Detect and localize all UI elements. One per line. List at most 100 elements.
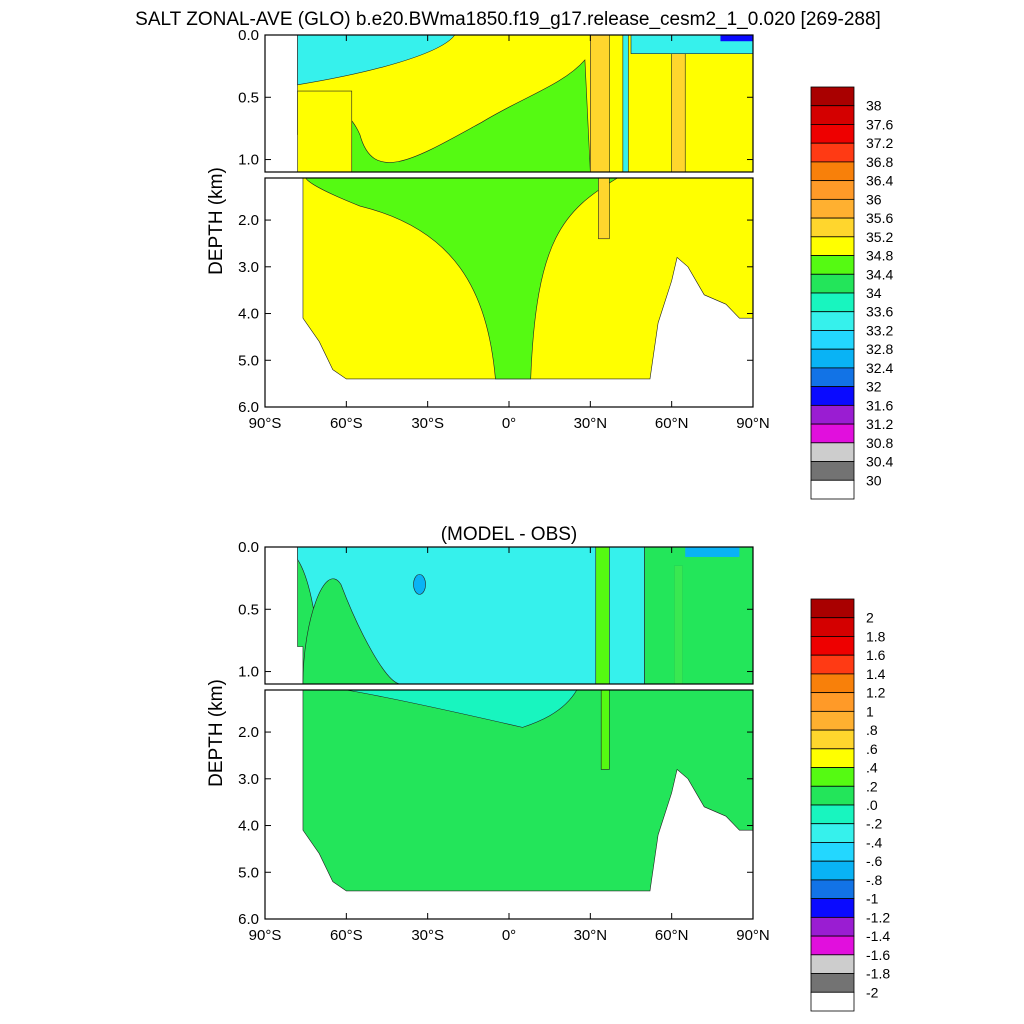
panel-title: (MODEL - OBS) [441, 524, 578, 545]
colorbar-label: -1.2 [866, 909, 890, 925]
colorbar-swatch [810, 124, 855, 144]
colorbar-label: -1.8 [866, 966, 890, 982]
colorbar-swatch [810, 879, 855, 900]
colorbar-label: 34.4 [866, 266, 893, 282]
colorbar-swatch [810, 217, 855, 238]
colorbar-swatch [810, 842, 855, 862]
colorbar-swatch [810, 236, 855, 256]
colorbar-swatch [810, 180, 855, 200]
colorbar-swatch [810, 692, 855, 712]
x-tick-label: 30°S [411, 415, 444, 432]
y-tick-label: 4.0 [238, 306, 259, 323]
colorbar-label: 30.8 [866, 435, 893, 451]
colorbar-label: 30.4 [866, 454, 893, 470]
colorbar-swatch [810, 617, 855, 637]
y-tick-label: 3.0 [238, 259, 259, 276]
colorbar-swatch [810, 255, 855, 275]
colorbar-label: -.2 [866, 816, 883, 832]
colorbar-swatch [810, 479, 855, 500]
colorbar-swatch [810, 973, 855, 993]
y-axis-label: DEPTH (km) [206, 167, 227, 275]
y-tick-label: 2.0 [238, 724, 259, 741]
colorbar-label: 33.2 [866, 322, 893, 338]
x-tick-label: 90°S [249, 415, 282, 432]
y-axis-label: DEPTH (km) [206, 679, 227, 787]
colorbar-swatch [810, 367, 855, 388]
colorbar-swatch [810, 636, 855, 656]
colorbar-swatch [810, 423, 855, 444]
colorbar-swatch [810, 935, 855, 956]
colorbar-legend: 21.81.61.41.21.8.6.4.2.0-.2-.4-.6-.8-1-1… [810, 598, 890, 1012]
colorbar-swatch [810, 860, 855, 881]
x-tick-label: 30°S [411, 927, 444, 944]
arctic-fresh-cap [720, 35, 753, 42]
colorbar-label: 36.4 [866, 173, 893, 189]
y-tick-label: 1.0 [238, 152, 259, 169]
x-tick-label: 90°S [249, 927, 282, 944]
colorbar-label: .0 [866, 797, 878, 813]
deep-ocean-field [302, 689, 754, 892]
northern-anomaly-field [644, 546, 754, 685]
x-tick-label: 60°N [655, 927, 689, 944]
colorbar-swatch [810, 198, 855, 219]
colorbar-swatch [810, 404, 855, 425]
colorbar-legend: 38 37.6 37.2 36.8 36.4 36 35.6 35.2 34.8 34.4 34 33… [810, 86, 893, 500]
arctic-anomaly-cap [685, 547, 740, 557]
fresh-anomaly-core [413, 574, 426, 595]
colorbar-label: 36 [866, 191, 882, 207]
colorbar-label: 32.4 [866, 360, 893, 376]
colorbar-label: 37.2 [866, 135, 893, 151]
y-tick-label: 4.0 [238, 818, 259, 835]
colorbar-swatch [810, 767, 855, 787]
colorbar-swatch [810, 991, 855, 1012]
colorbar-label: 32.8 [866, 341, 893, 357]
outflow-anomaly [600, 689, 610, 770]
y-tick-label: 0.0 [238, 539, 259, 556]
colorbar-label: .4 [866, 760, 878, 776]
x-tick-label: 90°N [736, 415, 770, 432]
colorbar-label: -1.4 [866, 928, 890, 944]
x-tick-label: 30°N [574, 415, 608, 432]
colorbar-swatch [810, 654, 855, 675]
y-tick-label: 6.0 [238, 911, 259, 928]
x-tick-label: 30°N [574, 927, 608, 944]
north-atlantic-column [671, 53, 686, 173]
x-tick-label: 60°S [330, 927, 363, 944]
y-tick-label: 6.0 [238, 399, 259, 416]
colorbar-label: -1 [866, 891, 879, 907]
y-tick-label: 2.0 [238, 212, 259, 229]
colorbar-swatch [810, 598, 855, 619]
mediterranean-outflow [598, 177, 610, 240]
colorbar-label: 35.6 [866, 210, 893, 226]
y-tick-label: 0.5 [238, 89, 259, 106]
colorbar-swatch [810, 105, 855, 125]
colorbar-label: 35.2 [866, 229, 893, 245]
colorbar-swatch [810, 748, 855, 768]
panel-1: 90°S 60°S 30°S 0° 30°N 60°N 90°N 0.0 0.5 1.0 2.0 3.… [206, 27, 893, 500]
colorbar-label: 36.8 [866, 154, 893, 170]
colorbar-swatch [810, 292, 855, 313]
y-tick-label: 0.5 [238, 601, 259, 618]
colorbar-swatch [810, 161, 855, 182]
colorbar-label: -1.6 [866, 947, 890, 963]
y-tick-label: 0.0 [238, 27, 259, 44]
deep-fresh-tongue [305, 177, 619, 380]
outflow-anomaly-upper [595, 546, 610, 685]
colorbar-label: .2 [866, 778, 878, 794]
colorbar-swatch [810, 273, 855, 294]
y-tick-label: 5.0 [238, 864, 259, 881]
colorbar-swatch [810, 330, 855, 350]
colorbar-swatch [810, 954, 855, 974]
x-tick-label: 0° [502, 927, 516, 944]
colorbar-label: 34.8 [866, 248, 893, 264]
colorbar-label: -.4 [866, 834, 883, 850]
figure-title: SALT ZONAL-AVE (GLO) b.e20.BWma1850.f19_… [135, 9, 881, 30]
x-tick-label: 60°N [655, 415, 689, 432]
colorbar-swatch [810, 142, 855, 163]
panel-2: (MODEL - OBS) 90°S 60°S 30°S 0° 30°N 60°N 90°N 0… [206, 524, 890, 1012]
colorbar-label: 37.6 [866, 116, 893, 132]
colorbar-swatch [810, 348, 855, 369]
deep-anomaly-band [346, 689, 578, 728]
colorbar-swatch [810, 442, 855, 462]
